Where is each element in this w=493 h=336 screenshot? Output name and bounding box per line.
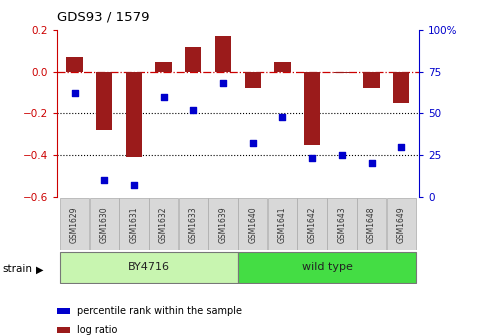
Bar xyxy=(185,47,202,72)
Text: GSM1629: GSM1629 xyxy=(70,206,79,243)
Point xyxy=(397,144,405,149)
Text: GSM1632: GSM1632 xyxy=(159,206,168,243)
FancyBboxPatch shape xyxy=(60,198,89,250)
Text: BY4716: BY4716 xyxy=(128,262,170,272)
Text: GSM1643: GSM1643 xyxy=(337,206,346,243)
FancyBboxPatch shape xyxy=(268,198,297,250)
FancyBboxPatch shape xyxy=(60,252,238,283)
Text: strain: strain xyxy=(2,264,33,275)
Bar xyxy=(67,57,83,72)
FancyBboxPatch shape xyxy=(327,198,356,250)
Point xyxy=(308,156,316,161)
Bar xyxy=(215,37,231,72)
FancyBboxPatch shape xyxy=(238,198,267,250)
Bar xyxy=(126,72,142,157)
Text: GSM1640: GSM1640 xyxy=(248,206,257,243)
Text: GSM1642: GSM1642 xyxy=(308,206,317,243)
FancyBboxPatch shape xyxy=(297,198,327,250)
Point xyxy=(160,94,168,99)
Text: GSM1648: GSM1648 xyxy=(367,206,376,243)
Point xyxy=(70,91,78,96)
Bar xyxy=(393,72,409,103)
Text: GDS93 / 1579: GDS93 / 1579 xyxy=(57,10,149,23)
Text: GSM1641: GSM1641 xyxy=(278,206,287,243)
Bar xyxy=(363,72,380,88)
Text: percentile rank within the sample: percentile rank within the sample xyxy=(77,306,242,316)
Text: GSM1639: GSM1639 xyxy=(218,206,228,243)
FancyBboxPatch shape xyxy=(238,252,416,283)
Bar xyxy=(334,72,350,73)
Text: GSM1633: GSM1633 xyxy=(189,206,198,243)
Text: GSM1630: GSM1630 xyxy=(100,206,109,243)
Text: wild type: wild type xyxy=(302,262,352,272)
Bar xyxy=(304,72,320,144)
Point xyxy=(249,141,257,146)
Point xyxy=(130,182,138,187)
Point xyxy=(368,161,376,166)
FancyBboxPatch shape xyxy=(178,198,208,250)
FancyBboxPatch shape xyxy=(149,198,178,250)
Text: ▶: ▶ xyxy=(36,265,43,275)
Text: GSM1631: GSM1631 xyxy=(130,206,139,243)
Text: log ratio: log ratio xyxy=(77,325,117,335)
FancyBboxPatch shape xyxy=(357,198,386,250)
FancyBboxPatch shape xyxy=(387,198,416,250)
Bar xyxy=(245,72,261,88)
Point xyxy=(100,177,108,183)
Point xyxy=(219,81,227,86)
Point xyxy=(279,114,286,119)
Point xyxy=(338,152,346,158)
FancyBboxPatch shape xyxy=(119,198,148,250)
Text: GSM1649: GSM1649 xyxy=(397,206,406,243)
Point xyxy=(189,108,197,113)
FancyBboxPatch shape xyxy=(209,198,238,250)
Bar xyxy=(155,62,172,72)
Bar xyxy=(96,72,112,130)
FancyBboxPatch shape xyxy=(90,198,119,250)
Bar xyxy=(274,62,290,72)
